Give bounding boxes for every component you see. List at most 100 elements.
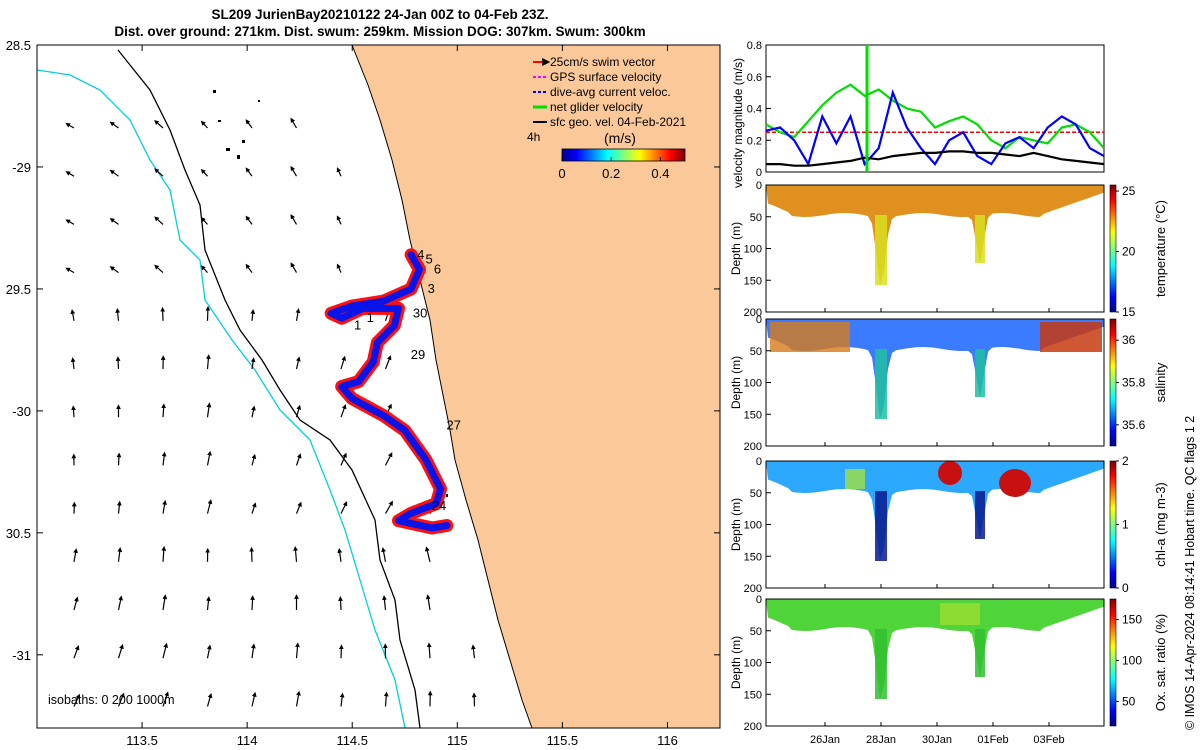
velocity-vector-arrow [206,693,213,707]
velocity-vector-arrow [338,596,343,611]
isobath-1000m [37,69,406,728]
section-ytick-label: 100 [744,658,762,670]
velocity-vector-arrow [245,119,253,129]
velocity-vector-arrow [115,356,121,370]
section-ytick-label: 200 [744,583,762,595]
velocity-vector-arrow [116,500,122,514]
velocity-vector-arrow [245,215,253,225]
speed-colorbar-tick-label: 0 [558,166,565,181]
velocity-timeseries-panel: 0 0.2 0.4 0.6 0.8 velocity magnitude (m/s) [731,40,1105,188]
map-ytick-label: 30.5 [6,526,31,541]
velocity-vector-arrow [73,548,78,562]
velocity-vector-arrow [206,499,213,514]
track-day-label: 5 [425,252,432,267]
velocity-vector-arrow [154,120,164,129]
map-xtick-label: 116 [657,733,678,748]
section-ytick-label: 150 [744,275,762,287]
section-ytick-label: 200 [744,721,762,733]
velocity-vector-arrow [383,691,389,707]
velocity-vector-arrow [290,165,298,177]
velocity-vector-arrow [162,499,167,514]
velocity-vector-arrow [206,402,212,418]
velocity-vector-arrow [71,405,76,418]
velocity-vector-arrow [295,501,302,514]
velocity-vector-arrow [200,120,208,129]
velocity-vector-arrow [154,264,164,274]
section-ytick-label: 150 [744,689,762,701]
dive-profile-column [875,215,887,285]
section-panel-3: 0 50 100 150 200 Depth (m) 0 1 2 chl-a (mg m-3) [729,454,1168,595]
velocity-vector-arrow [384,452,393,466]
map-ytick-label: -31 [12,648,31,663]
velocity-vector-arrow [250,308,256,321]
velocity-vector-arrow [200,265,208,274]
velocity-vector-arrow [208,743,212,750]
track-day-labels: 4 56 330 11 29 27 24 [354,247,461,513]
section-ytick-label: 0 [756,594,762,606]
section-colorbar [1109,460,1117,589]
track-day-label: 6 [434,261,441,276]
velocity-vector-arrow [426,642,432,659]
velocity-vector-arrow [339,692,345,707]
velocity-vector-arrow [162,594,168,611]
section-colorbar-label: salinity [1153,362,1168,402]
velocity-vector-arrow [251,453,257,466]
velocity-vector-arrow [206,596,211,611]
velocity-vector-arrow [109,266,119,274]
velocity-vector-arrow [295,308,301,321]
section-ytick-label: 150 [744,409,762,421]
velocity-vector-arrow [154,168,164,177]
section-ylabel: Depth (m) [729,498,743,551]
velocity-vector-arrow [70,357,76,370]
section-colorbar-tick-label: 1 [1122,518,1129,532]
dive-profile-column [875,491,887,561]
section-colorbar-tick-label: 100 [1122,653,1142,667]
section-colorbar-tick-label: 2 [1122,454,1129,468]
dive-profile-column [975,491,985,539]
date-tick-label: 28Jan [866,734,896,746]
legend-label-gps: GPS surface velocity [550,70,661,84]
velocity-vector-arrow [251,643,256,659]
velocity-vector-arrow [117,692,125,707]
map-xtick-label: 115 [447,733,468,748]
dive-profile-column [875,629,887,699]
velocity-vector-arrow [205,354,211,370]
date-tick-label: 30Jan [922,734,952,746]
velocity-vector-arrow [251,502,257,514]
velocity-vector-arrow [115,307,121,321]
velocity-vector-arrow [73,693,81,707]
dive-profile-column [975,629,985,677]
velocity-vector-arrow [200,217,208,225]
velocity-ylabel: velocity magnitude (m/s) [731,58,745,188]
date-tick-label: 03Feb [1033,734,1064,746]
velocity-vector-arrow [430,741,431,750]
speed-colorbar-ticks: 0 0.2 0.4 [558,157,669,181]
velocity-vector-arrow [245,167,253,177]
velocity-series-line [765,83,1105,150]
section-ytick-label: 50 [750,212,762,224]
section-ytick-label: 50 [750,488,762,500]
velocity-vector-arrow [109,169,119,177]
legend-note-4h: 4h [527,130,540,144]
land-area [352,45,720,728]
section-data-fill [766,319,1104,419]
section-panel-1: 0 50 100 150 200 Depth (m) 15 20 25 temperature (… [729,180,1168,319]
velocity-vector-arrow [424,546,431,562]
velocity-ytick-label: 0.4 [747,104,762,116]
track-dive-avg-current [327,251,451,532]
high-salinity-patch [770,322,850,352]
map-ytick-label: -30 [12,404,31,419]
map-xtick-label: 113.5 [126,733,158,748]
velocity-vector-arrow [295,356,301,370]
map-xtick-label: 114 [237,733,258,748]
velocity-vector-arrow [293,545,298,562]
legend-label-swim: 25cm/s swim vector [550,55,655,69]
section-colorbar-tick-label: 15 [1122,305,1136,319]
colorbar-unit-label: (m/s) [604,130,636,146]
velocity-vector-arrow [245,263,253,273]
velocity-series-line [766,150,1105,167]
velocity-vector-arrow [161,403,167,418]
section-colorbar [1109,318,1117,447]
velocity-vector-arrow [117,546,123,562]
